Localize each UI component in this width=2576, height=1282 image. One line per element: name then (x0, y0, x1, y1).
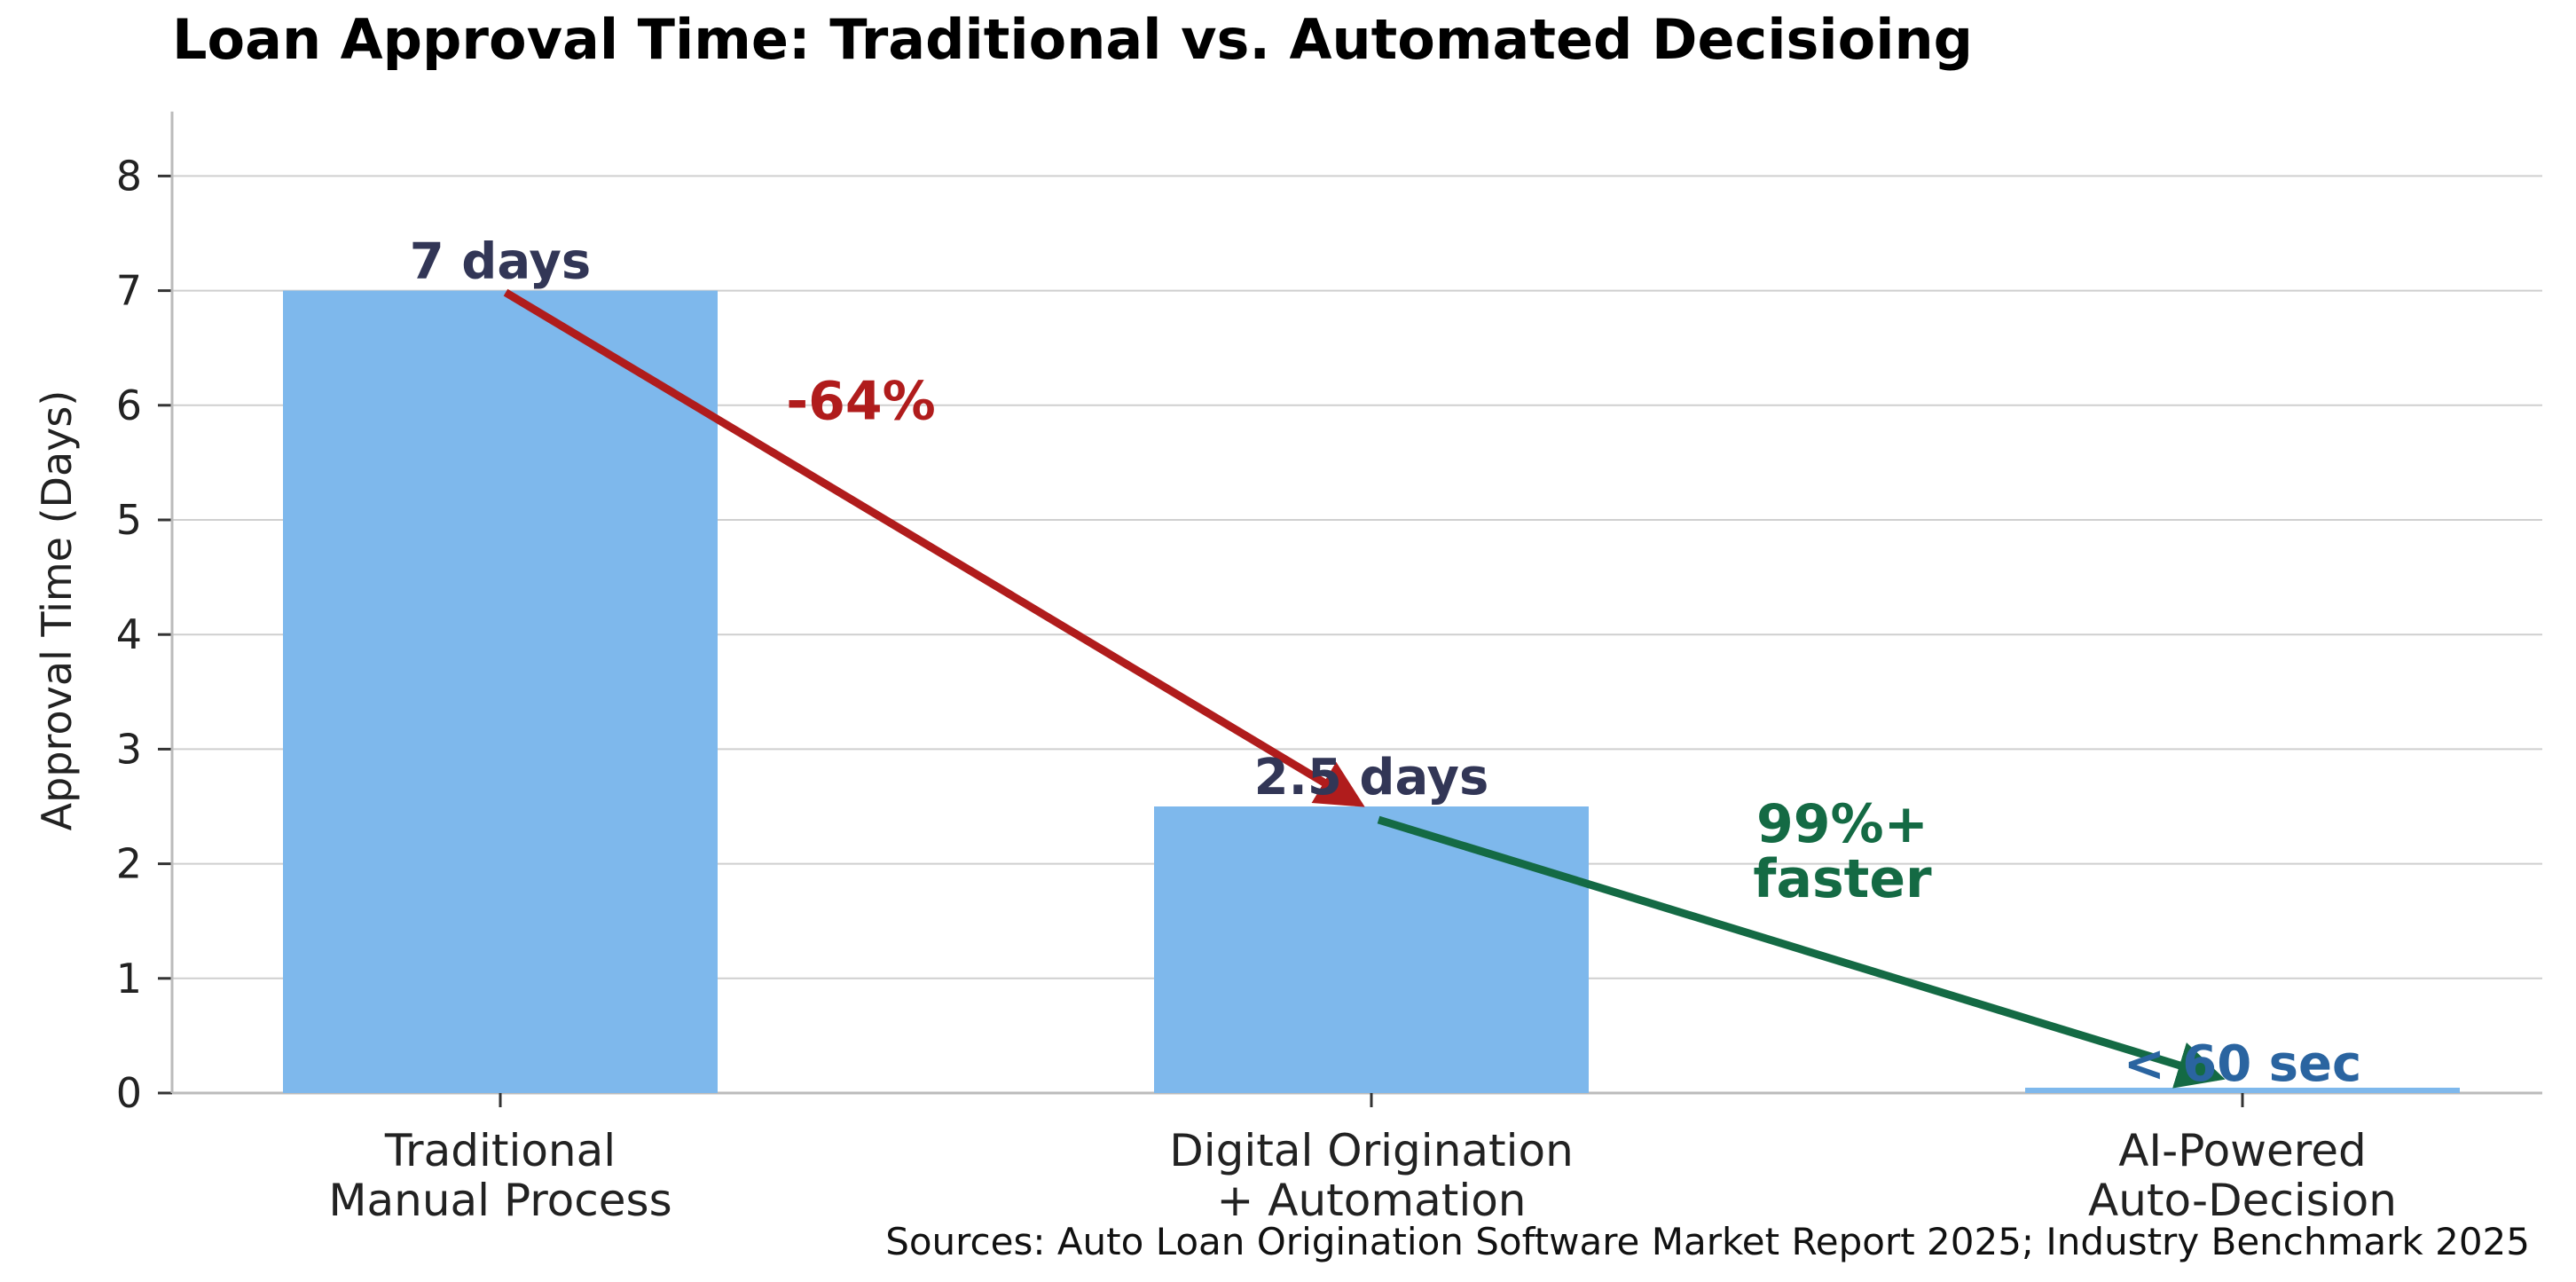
chart-title: Loan Approval Time: Traditional vs. Auto… (172, 7, 1973, 72)
y-tick-label: 5 (116, 496, 142, 544)
y-axis-label: Approval Time (Days) (33, 390, 81, 831)
y-tick-label: 7 (116, 267, 142, 315)
x-tick-label-line: Traditional (384, 1125, 616, 1176)
data-labels: 7 days 2.5 days < 60 sec -64% 99%+ faster (410, 233, 2361, 1093)
change-arrow (503, 288, 1365, 807)
bars (283, 290, 2460, 1094)
data-label: 2.5 days (1254, 749, 1489, 806)
change-arrows (503, 288, 2226, 1089)
x-tick-label-line: Auto-Decision (2088, 1175, 2397, 1226)
change-annotation: 99%+ faster (1753, 793, 1932, 910)
change-annotation-line: faster (1753, 848, 1932, 910)
change-annotation-line: 99%+ (1756, 793, 1928, 855)
y-tick-label: 1 (116, 955, 142, 1003)
x-tick-label-line: Digital Origination (1169, 1125, 1574, 1176)
change-arrow (1377, 815, 2226, 1089)
bar (283, 290, 718, 1094)
y-tick-label: 8 (116, 152, 142, 200)
data-label: 7 days (410, 233, 591, 291)
y-tick-label: 3 (116, 725, 142, 773)
x-tick-label-line: Manual Process (328, 1175, 671, 1226)
y-tick-label: 6 (116, 381, 142, 429)
bar (2025, 1088, 2460, 1093)
change-annotation-line: -64% (786, 370, 936, 432)
x-tick-label: AI-Powered Auto-Decision (2088, 1125, 2397, 1226)
x-tick-label-line: AI-Powered (2118, 1125, 2367, 1176)
x-tick-label-line: + Automation (1217, 1175, 1527, 1226)
y-tick-label: 4 (116, 610, 142, 658)
change-annotation: -64% (786, 370, 936, 432)
y-tick-label: 2 (116, 840, 142, 888)
y-tick-label: 0 (116, 1069, 142, 1117)
bar (1154, 806, 1589, 1093)
x-tick-label: Digital Origination + Automation (1169, 1125, 1574, 1226)
x-tick-label: Traditional Manual Process (328, 1125, 671, 1226)
source-note: Sources: Auto Loan Origination Software … (885, 1220, 2530, 1263)
data-label: < 60 sec (2124, 1035, 2361, 1093)
